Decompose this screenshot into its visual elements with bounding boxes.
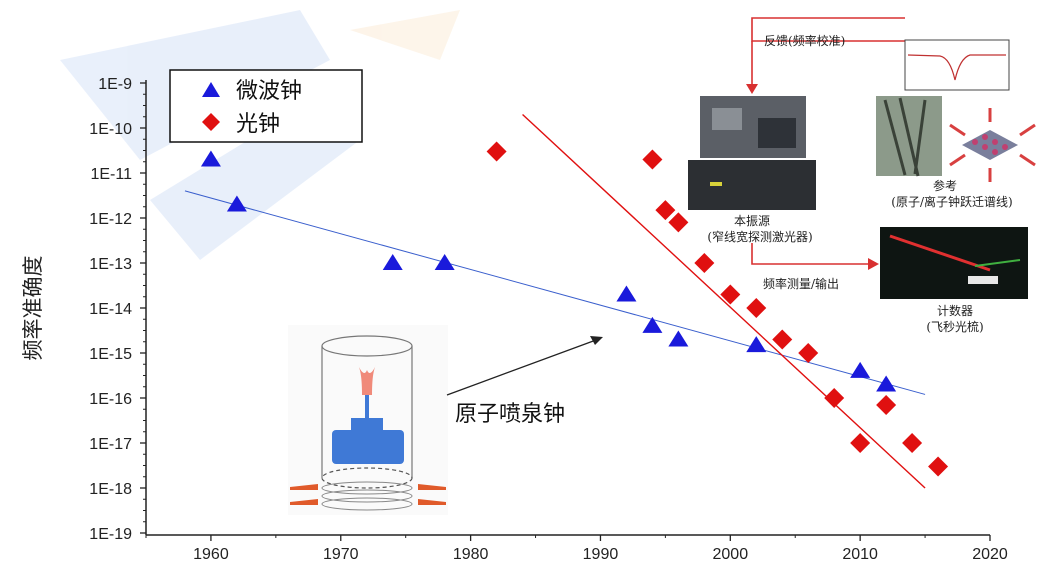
optical-clock-point [876,394,897,415]
y-tick-label: 1E-14 [89,301,132,318]
microwave-clock-point [200,150,221,167]
legend-label-microwave: 微波钟 [236,79,302,104]
counter-photo [880,227,1028,299]
x-tick-label: 1970 [323,546,359,563]
feedback-arrowhead [746,84,758,94]
spectrum-inset [904,39,1010,91]
microwave-trend-line [184,190,926,395]
counter-label: 计数器 [937,303,973,318]
y-tick-label: 1E-12 [89,211,132,228]
legend: 微波钟 光钟 [169,69,363,143]
y-tick-label: 1E-15 [89,346,132,363]
reference-label: 参考 [933,178,957,193]
optical-clock-point [850,433,871,453]
data-points [200,141,949,477]
oscillator-label: 本振源 [734,214,770,228]
x-ticks: 1960 1970 1980 1990 2000 2010 2020 [145,535,1008,563]
y-tick-label: 1E-16 [89,391,132,408]
optical-clock-point [720,284,741,305]
measure-arrowhead [868,258,879,270]
fountain-arrowhead [590,336,603,345]
y-tick-label: 1E-13 [89,256,132,273]
microwave-clock-point [616,285,637,302]
optical-clock-point [746,298,767,318]
fountain-arrow [446,339,597,396]
microwave-clock-point [850,361,871,378]
measure-line [751,243,870,265]
x-tick-label: 1960 [193,546,229,563]
microwave-clock-point [434,254,455,270]
microwave-clock-point [668,330,689,347]
legend-box [169,69,363,143]
microwave-clock-point [746,336,767,353]
fountain-annotation: 原子喷泉钟 [446,336,603,427]
optical-clock-point [772,329,793,350]
microwave-clock-point [642,316,663,333]
x-tick-label: 2020 [972,546,1008,563]
x-tick-label: 1980 [453,546,489,563]
y-tick-label: 1E-18 [89,481,132,498]
y-tick-label: 1E-9 [98,76,132,93]
feedback-loop-line [751,17,905,42]
optical-clock-point [902,433,923,453]
y-tick-label: 1E-11 [90,166,132,183]
ion-lattice [949,108,1036,182]
feedback-label: 反馈(频率校准) [764,33,845,48]
x-tick-label: 2010 [842,546,878,563]
optical-clock-point [642,149,663,170]
optical-clock-point [824,388,845,408]
legend-marker-optical [202,113,220,131]
x-tick-label: 1990 [583,546,619,563]
optical-clock-schematic: 反馈(频率校准) 本振源 (窄线宽探测激光器) 参考 (原子/离子钟跃迁谱线) [688,17,1036,334]
microwave-clock-point [382,254,403,270]
microwave-clock-point [876,375,897,392]
optical-clock-point [668,212,689,233]
optical-clock-point [486,141,507,162]
legend-label-optical: 光钟 [236,112,280,137]
counter-sub-label: (飞秒光梳) [926,319,983,334]
y-ticks: 1E-9 1E-10 1E-11 1E-12 1E-13 1E-14 1E-15 1E-16 1… [89,76,146,543]
y-tick-label: 1E-17 [89,436,132,453]
fountain-clock-illustration [288,325,448,515]
optical-trend-line [522,113,926,489]
optical-clock-point [798,343,819,363]
optical-clock-point [928,456,949,477]
legend-marker-microwave [202,82,220,97]
oscillator-photo-2 [688,160,816,210]
optical-clock-point [655,200,676,221]
oscillator-sub-label: (窄线宽探测激光器) [707,229,812,244]
optical-clock-point [694,253,715,273]
y-tick-label: 1E-10 [89,121,132,138]
fountain-label: 原子喷泉钟 [455,402,565,427]
y-axis-label: 频率准确度 [21,256,45,361]
reference-sub-label: (原子/离子钟跃迁谱线) [891,194,1012,209]
measure-label: 频率测量/输出 [763,276,839,291]
y-tick-label: 1E-19 [89,526,132,543]
x-tick-label: 2000 [713,546,749,563]
microwave-clock-point [226,195,247,212]
